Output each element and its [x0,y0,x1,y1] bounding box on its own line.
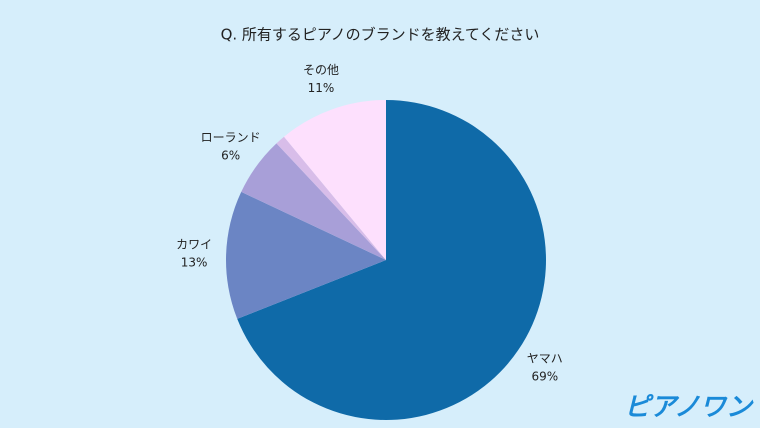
slice-label: ローランド [201,131,261,145]
pie-slice [241,143,386,260]
slice-label: その他 [303,63,339,77]
chart-title: Q. 所有するピアノのブランドを教えてください [221,26,540,44]
value-label: 69% [531,369,558,383]
pie-slice [237,100,546,420]
value-label: 6% [221,149,240,163]
value-label: 13% [181,255,208,269]
slice-label: ヤマハ [527,351,563,365]
logo: ピアノワン [624,393,754,423]
pie-slice [276,136,386,260]
pie-slice [225,191,386,319]
pie-slice [284,100,386,260]
value-label: 11% [308,81,335,95]
slice-label: カワイ [176,237,212,251]
